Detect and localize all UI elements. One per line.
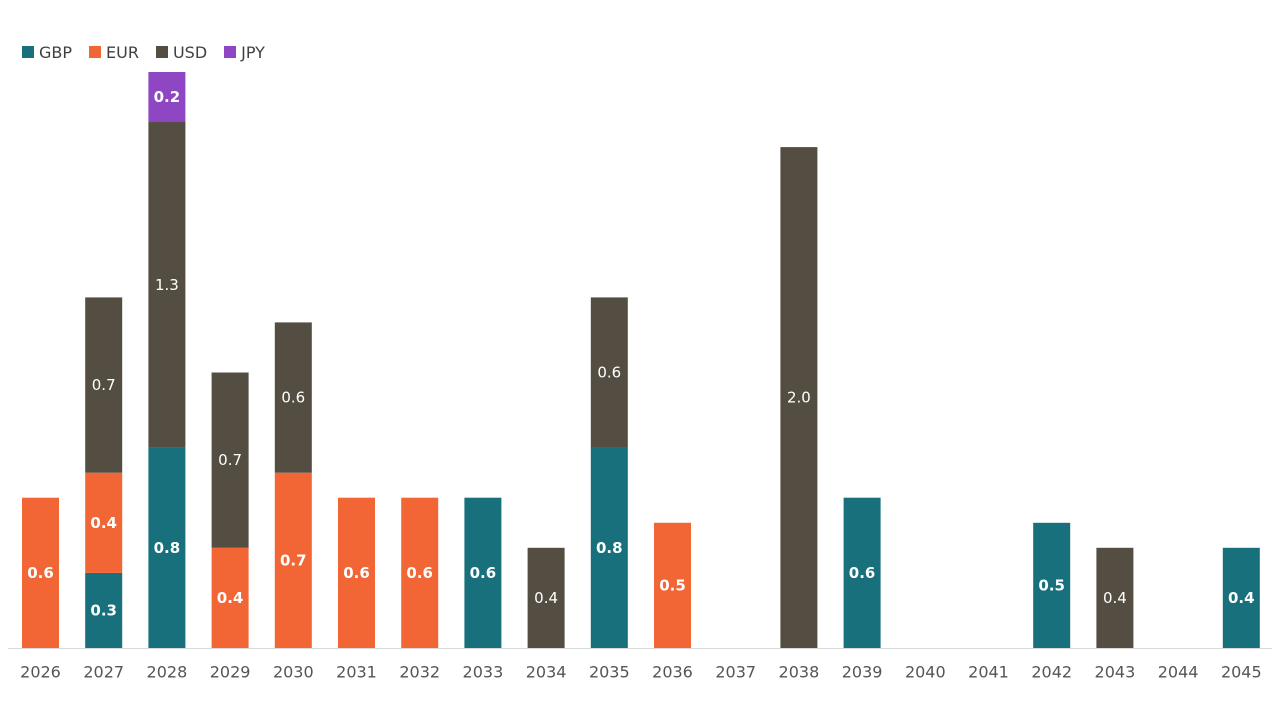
bar-segment-2027-usd: [85, 297, 123, 473]
data-label-2035-gbp: 0.8: [596, 539, 623, 557]
legend-label: JPY: [241, 42, 265, 62]
data-label-2031-eur: 0.6: [343, 564, 370, 582]
data-label-2038-usd: 2.0: [787, 389, 811, 407]
legend-label: GBP: [39, 42, 73, 62]
bar-segment-2031-eur: [338, 497, 375, 648]
legend-swatch: [224, 46, 237, 58]
x-tick-label-2041: 2041: [968, 663, 1009, 682]
data-label-2028-usd: 1.3: [155, 276, 179, 294]
legend-item-usd: USD: [155, 42, 208, 62]
x-tick-label-2042: 2042: [1031, 663, 1072, 682]
bar-segment-2028-gbp: [148, 447, 186, 648]
legend-item-jpy: JPY: [224, 43, 265, 62]
data-label-2043-usd: 0.4: [1103, 589, 1127, 607]
x-tick-label-2036: 2036: [652, 663, 693, 682]
data-label-2036-eur: 0.5: [659, 576, 686, 594]
data-label-2034-usd: 0.4: [534, 589, 558, 607]
legend-swatch: [22, 46, 34, 58]
bar-segment-2026-eur: [22, 497, 59, 648]
x-tick-label-2034: 2034: [526, 663, 567, 682]
x-tick-label-2039: 2039: [842, 663, 883, 682]
legend-item-eur: EUR: [89, 43, 139, 62]
x-tick-label-2027: 2027: [83, 663, 124, 682]
x-tick-label-2026: 2026: [20, 663, 61, 682]
bar-segment-2027-gbp: [85, 572, 123, 648]
data-label-2027-gbp: 0.3: [90, 601, 117, 619]
bar-segment-2036-eur: [654, 522, 691, 648]
bar-segment-2029-eur: [211, 547, 249, 648]
legend-label: USD: [172, 42, 208, 62]
bar-segment-2028-jpy: [148, 72, 186, 123]
data-label-2029-eur: 0.4: [217, 589, 244, 607]
chart-legend: GBP EUR USD JPY: [22, 40, 282, 64]
data-label-2042-gbp: 0.5: [1038, 576, 1065, 594]
bar-segment-2043-usd: [1096, 547, 1134, 648]
bar-segment-2030-eur: [274, 472, 312, 648]
data-label-2028-jpy: 0.2: [154, 88, 181, 106]
bar-segment-2042-gbp: [1033, 522, 1071, 648]
bar-segment-2035-usd: [590, 297, 628, 448]
x-tick-label-2044: 2044: [1158, 663, 1199, 682]
legend-item-gbp: GBP: [22, 43, 72, 62]
bar-segment-2038-usd: [780, 147, 818, 648]
bar-segment-2029-usd: [211, 372, 249, 548]
bar-segment-2039-gbp: [843, 497, 881, 648]
data-label-2033-gbp: 0.6: [470, 564, 497, 582]
data-label-2029-usd: 0.7: [218, 451, 242, 469]
x-tick-label-2043: 2043: [1095, 663, 1136, 682]
bar-segment-2035-gbp: [590, 447, 628, 648]
x-tick-label-2029: 2029: [210, 663, 251, 682]
bar-segment-2030-usd: [274, 322, 312, 473]
x-tick-label-2040: 2040: [905, 663, 946, 682]
x-tick-label-2033: 2033: [463, 663, 504, 682]
data-label-2027-eur: 0.4: [90, 514, 117, 532]
bar-segment-2033-gbp: [464, 497, 502, 648]
x-tick-label-2045: 2045: [1221, 663, 1262, 682]
data-label-2045-gbp: 0.4: [1228, 589, 1255, 607]
bar-segment-2034-usd: [527, 547, 565, 648]
legend-swatch: [155, 46, 168, 58]
bar-segment-2045-gbp: [1222, 547, 1260, 648]
data-label-2030-usd: 0.6: [281, 389, 305, 407]
x-tick-label-2031: 2031: [336, 663, 377, 682]
x-tick-label-2035: 2035: [589, 663, 630, 682]
bar-segment-2032-eur: [401, 497, 439, 648]
data-label-2035-usd: 0.6: [597, 364, 621, 382]
data-label-2039-gbp: 0.6: [849, 564, 876, 582]
bar-segment-2028-usd: [148, 122, 186, 448]
data-label-2027-usd: 0.7: [92, 376, 116, 394]
legend-swatch: [89, 46, 102, 58]
x-tick-label-2030: 2030: [273, 663, 314, 682]
x-tick-label-2038: 2038: [779, 663, 820, 682]
data-label-2032-eur: 0.6: [406, 564, 433, 582]
data-label-2030-eur: 0.7: [280, 551, 307, 569]
x-tick-label-2028: 2028: [147, 663, 188, 682]
data-label-2026-eur: 0.6: [27, 564, 54, 582]
data-label-2028-gbp: 0.8: [154, 539, 181, 557]
bar-segment-2027-eur: [85, 472, 123, 573]
legend-label: EUR: [106, 42, 139, 62]
x-tick-label-2037: 2037: [715, 663, 756, 682]
x-tick-label-2032: 2032: [399, 663, 440, 682]
